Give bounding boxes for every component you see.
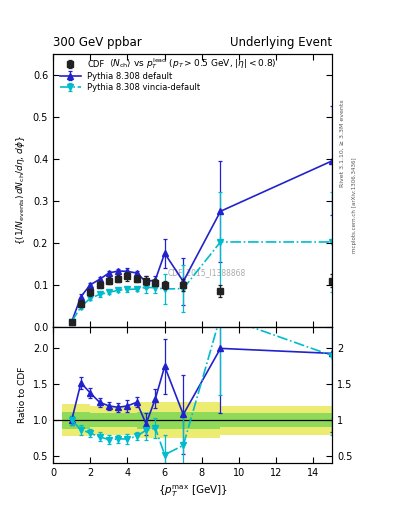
- Text: $\langle N_{\rm ch}\rangle$ vs $p_T^{\rm lead}$ ($p_T > 0.5$ GeV, $|\eta| < 0.8$: $\langle N_{\rm ch}\rangle$ vs $p_T^{\rm…: [109, 56, 276, 71]
- Y-axis label: Ratio to CDF: Ratio to CDF: [18, 367, 27, 423]
- Y-axis label: $\{(1/N_{\rm events})\,dN_{\rm ch}/d\eta,\,d\phi\}$: $\{(1/N_{\rm events})\,dN_{\rm ch}/d\eta…: [14, 135, 27, 245]
- Legend: CDF, Pythia 8.308 default, Pythia 8.308 vincia-default: CDF, Pythia 8.308 default, Pythia 8.308 …: [57, 58, 203, 95]
- Text: Underlying Event: Underlying Event: [230, 36, 332, 49]
- Text: mcplots.cern.ch [arXiv:1306.3436]: mcplots.cern.ch [arXiv:1306.3436]: [352, 157, 357, 252]
- Text: CDF_2015_I1388868: CDF_2015_I1388868: [167, 268, 246, 276]
- X-axis label: $\{p_T^{\rm max}$ [GeV]$\}$: $\{p_T^{\rm max}$ [GeV]$\}$: [158, 484, 228, 499]
- Text: Rivet 3.1.10, ≥ 3.3M events: Rivet 3.1.10, ≥ 3.3M events: [340, 99, 345, 187]
- Text: 300 GeV ppbar: 300 GeV ppbar: [53, 36, 142, 49]
